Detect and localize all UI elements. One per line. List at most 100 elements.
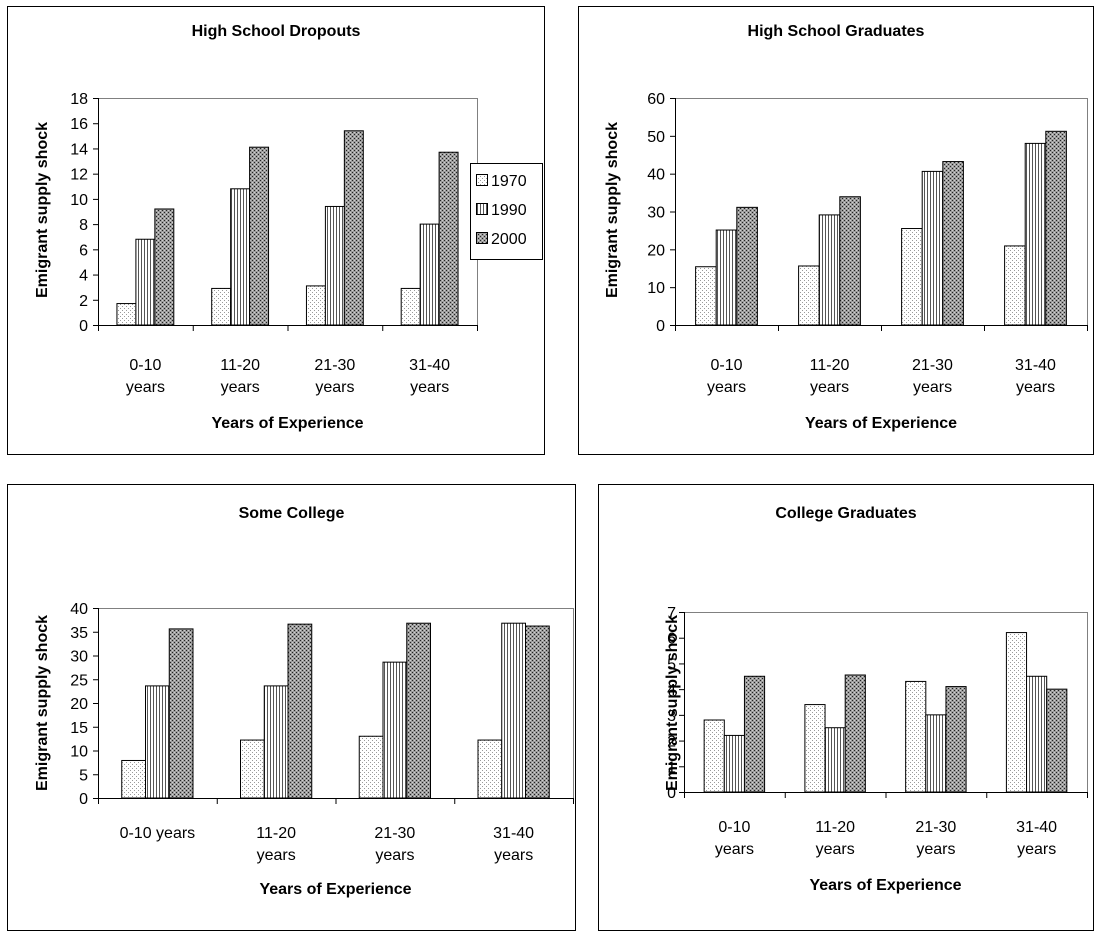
x-tick-label: 21-30	[915, 819, 956, 836]
bar-2000-0	[168, 628, 194, 799]
chart-panel-2: High School Graduates 0 10 20 30 40 50 60 0-10 ye…	[578, 6, 1094, 455]
y-tick-label: 60	[647, 91, 665, 108]
chart-title: High School Dropouts	[192, 23, 361, 40]
legend: 1970 1990 2000	[470, 163, 543, 260]
chart-title: Some College	[239, 505, 345, 522]
bar-1970-3	[400, 287, 421, 326]
x-axis-title: Years of Experience	[805, 415, 957, 432]
bar-2000-3	[525, 625, 550, 799]
bar-1970-0	[121, 759, 146, 799]
x-tick-label: years	[810, 379, 849, 396]
bar-1970-0	[703, 719, 725, 793]
chart-frame	[7, 6, 545, 455]
x-tick-label: 0-10 years	[120, 825, 196, 842]
y-tick-label: 5	[79, 767, 88, 784]
y-tick-label: 0	[656, 318, 665, 335]
y-tick-label: 12	[70, 167, 88, 184]
y-tick-label: 0	[667, 785, 676, 802]
bar-1970-3	[477, 739, 503, 799]
x-tick-label: 11-20	[220, 357, 260, 374]
legend-swatch-1970	[476, 174, 488, 186]
bar-1990-3	[419, 223, 440, 326]
x-tick-label: 11-20	[256, 825, 296, 842]
x-tick-label: years	[126, 379, 165, 396]
y-tick-label: 0	[79, 318, 88, 335]
x-tick-label: 31-40	[409, 357, 450, 374]
x-tick-label: 0-10	[718, 819, 750, 836]
bar-2000-2	[945, 686, 967, 793]
x-axis-title: Years of Experience	[259, 881, 411, 898]
legend-swatch-2000	[476, 232, 488, 244]
bar-1970-2	[905, 680, 927, 793]
legend-swatch-1990	[476, 203, 488, 215]
bar-2000-3	[1046, 688, 1068, 793]
x-tick-label: 0-10	[129, 357, 161, 374]
y-tick-label: 14	[70, 141, 88, 158]
legend-label-1990: 1990	[491, 202, 527, 219]
bar-1970-1	[804, 704, 826, 793]
bar-1970-3	[1004, 245, 1026, 326]
chart-panel-4: College Graduates 0 1 2 3 4 5 6 7 0-10 years 11-20 y…	[598, 484, 1094, 931]
bar-2000-3	[438, 151, 459, 326]
y-tick-label: 30	[70, 649, 88, 666]
bar-1990-3	[501, 622, 526, 799]
x-tick-label: years	[715, 841, 754, 858]
bar-1990-3	[1024, 142, 1047, 326]
bar-2000-1	[844, 674, 866, 793]
x-tick-label: 11-20	[810, 357, 850, 374]
y-tick-label: 1	[667, 759, 676, 776]
bar-1990-0	[145, 685, 170, 799]
bar-1990-1	[824, 727, 846, 793]
bar-1990-0	[715, 229, 738, 326]
y-tick-label: 8	[79, 217, 88, 234]
y-tick-label: 18	[70, 91, 88, 108]
chart-title: High School Graduates	[748, 23, 925, 40]
y-axis-title: Emigrant supply shock	[664, 615, 681, 791]
x-tick-label: 21-30	[374, 825, 415, 842]
x-tick-label: years	[315, 379, 354, 396]
x-tick-label: years	[1016, 379, 1055, 396]
bar-2000-1	[839, 196, 861, 326]
bar-1970-3	[1005, 632, 1028, 793]
y-tick-label: 4	[667, 682, 676, 699]
bar-1990-1	[230, 188, 251, 326]
bar-1990-0	[723, 734, 745, 793]
bar-2000-0	[743, 675, 766, 793]
x-tick-label: years	[257, 847, 296, 864]
y-tick-label: 20	[647, 242, 665, 259]
chart-title: College Graduates	[775, 505, 916, 522]
y-axis-title: Emigrant supply shock	[34, 122, 51, 298]
y-tick-label: 6	[79, 242, 88, 259]
bar-1990-1	[818, 214, 841, 326]
bar-1990-2	[921, 170, 944, 326]
y-tick-label: 5	[667, 656, 676, 673]
x-tick-label: 21-30	[314, 357, 355, 374]
y-tick-label: 10	[647, 280, 665, 297]
bar-1970-2	[901, 228, 923, 326]
x-tick-label: years	[913, 379, 952, 396]
x-tick-label: 31-40	[493, 825, 534, 842]
y-tick-label: 40	[70, 601, 88, 618]
x-tick-label: years	[707, 379, 746, 396]
bar-2000-0	[736, 206, 758, 326]
bar-2000-2	[343, 130, 364, 326]
y-tick-label: 16	[70, 116, 88, 133]
bar-1970-2	[305, 285, 326, 326]
x-tick-label: years	[221, 379, 260, 396]
y-tick-label: 20	[70, 696, 88, 713]
y-tick-label: 2	[79, 293, 88, 310]
chart-panel-1: High School Dropouts 0 2 4 6 8 10 12 14 16 18 0-10 y…	[7, 6, 545, 455]
bar-2000-3	[1045, 130, 1067, 326]
x-tick-label: years	[816, 841, 855, 858]
bar-2000-2	[406, 622, 431, 799]
bar-2000-1	[249, 146, 270, 326]
bar-2000-2	[942, 161, 964, 326]
bar-1990-1	[263, 685, 289, 799]
bar-1970-0	[116, 303, 137, 326]
y-axis-title: Emigrant supply shock	[34, 615, 51, 791]
bar-1990-2	[925, 714, 947, 793]
y-tick-label: 6	[667, 631, 676, 648]
x-tick-label: years	[494, 847, 533, 864]
y-tick-label: 35	[70, 625, 88, 642]
